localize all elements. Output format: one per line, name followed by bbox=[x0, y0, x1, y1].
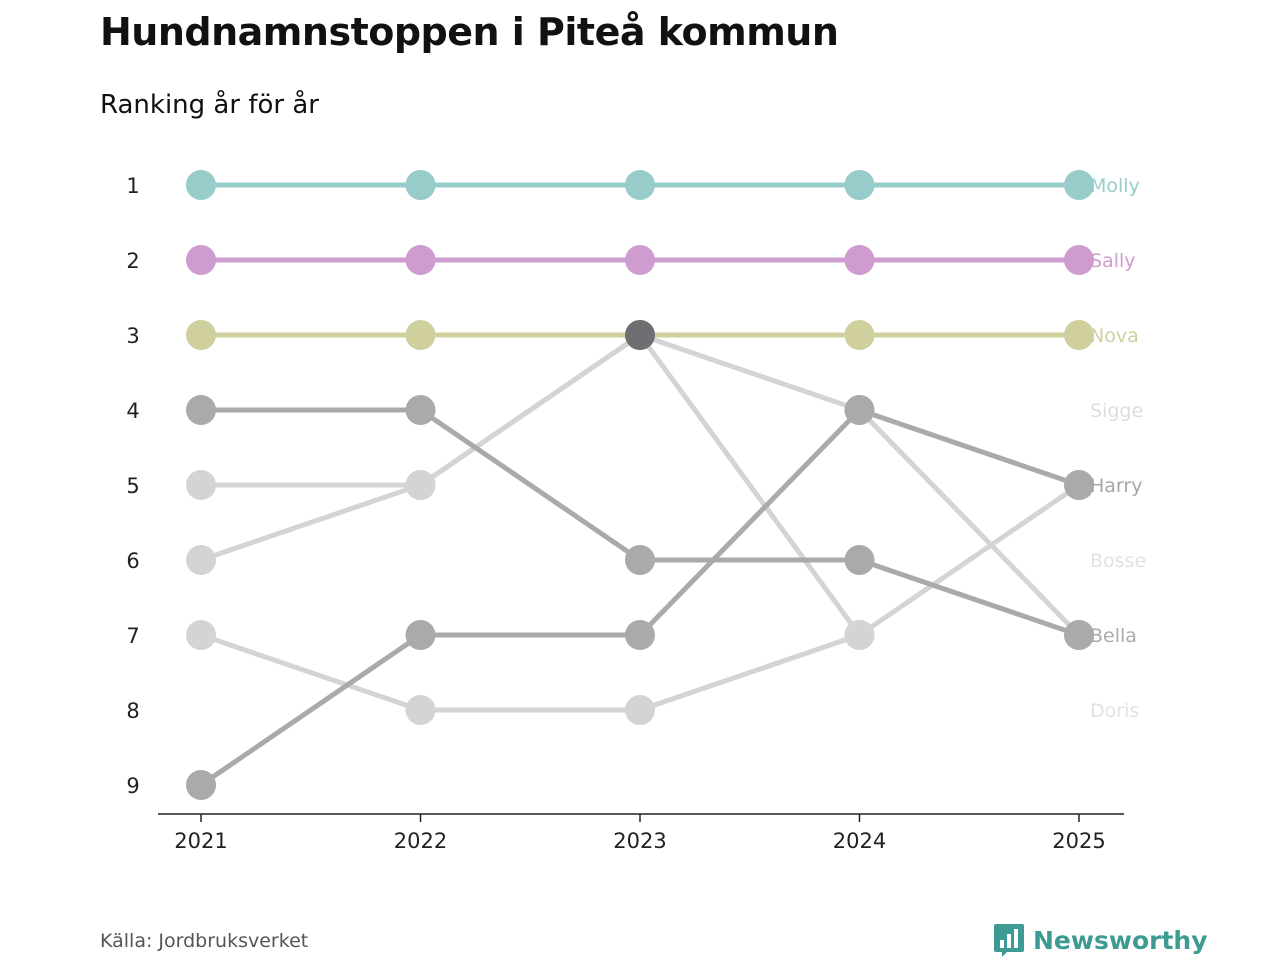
point-sally-2025[interactable] bbox=[1064, 245, 1094, 275]
point-bella-2024[interactable] bbox=[844, 395, 875, 425]
point-bosse-2022[interactable] bbox=[405, 695, 436, 725]
x-tick-label: 2025 bbox=[1052, 829, 1105, 853]
y-tick-label: 9 bbox=[126, 774, 139, 798]
x-tick-label: 2022 bbox=[394, 829, 447, 853]
end-label-bosse: Bosse bbox=[1090, 550, 1146, 572]
y-tick-label: 6 bbox=[126, 549, 139, 573]
end-label-doris: Doris bbox=[1090, 700, 1139, 722]
point-bella-2022[interactable] bbox=[405, 620, 436, 650]
x-tick-label: 2021 bbox=[174, 829, 227, 853]
point-harry-2021[interactable] bbox=[186, 395, 216, 425]
point-nova-2024[interactable] bbox=[844, 320, 875, 350]
series-line-harry bbox=[198, 407, 1082, 638]
end-label-bella: Bella bbox=[1090, 625, 1137, 647]
point-harry-2025[interactable] bbox=[1064, 620, 1094, 650]
end-label-nova: Nova bbox=[1090, 325, 1139, 347]
brand-name: Newsworthy bbox=[1033, 925, 1208, 955]
y-tick-label: 1 bbox=[126, 174, 139, 198]
point-sigge-2021[interactable] bbox=[186, 470, 216, 500]
x-tick-label: 2024 bbox=[833, 829, 886, 853]
bar-chart-speech-icon bbox=[994, 924, 1024, 957]
point-sally-2024[interactable] bbox=[844, 245, 875, 275]
y-tick-label: 8 bbox=[126, 699, 139, 723]
point-sally-2023[interactable] bbox=[625, 245, 655, 275]
point-doris-2021[interactable] bbox=[186, 545, 216, 575]
point-sally-2022[interactable] bbox=[405, 245, 436, 275]
highlight-point[interactable] bbox=[625, 320, 655, 350]
bump-chart: MollySallyNovaSiggeHarryBosseBellaDoris … bbox=[126, 170, 1146, 853]
chart-subtitle: Ranking år för år bbox=[100, 90, 319, 120]
point-molly-2025[interactable] bbox=[1064, 170, 1094, 200]
point-sally-2021[interactable] bbox=[186, 245, 216, 275]
point-nova-2022[interactable] bbox=[405, 320, 436, 350]
x-tick-label: 2023 bbox=[613, 829, 666, 853]
brand-logo[interactable]: Newsworthy bbox=[993, 922, 1208, 958]
point-nova-2021[interactable] bbox=[186, 320, 216, 350]
y-tick-label: 3 bbox=[126, 324, 139, 348]
point-molly-2024[interactable] bbox=[844, 170, 875, 200]
point-bella-2021[interactable] bbox=[186, 770, 216, 800]
point-doris-2024[interactable] bbox=[844, 620, 875, 650]
y-tick-label: 4 bbox=[126, 399, 139, 423]
end-label-sally: Sally bbox=[1090, 250, 1136, 272]
end-label-harry: Harry bbox=[1090, 475, 1142, 497]
point-molly-2022[interactable] bbox=[405, 170, 436, 200]
point-bosse-2023[interactable] bbox=[625, 695, 655, 725]
series-line-bosse bbox=[198, 632, 862, 713]
point-molly-2023[interactable] bbox=[625, 170, 655, 200]
point-molly-2021[interactable] bbox=[186, 170, 216, 200]
end-label-sigge: Sigge bbox=[1090, 400, 1143, 422]
point-bosse-2021[interactable] bbox=[186, 620, 216, 650]
series-points bbox=[186, 170, 1094, 800]
point-harry-2022[interactable] bbox=[405, 395, 436, 425]
point-harry-2024[interactable] bbox=[844, 545, 875, 575]
point-bella-2025[interactable] bbox=[1064, 470, 1094, 500]
chart-title: Hundnamnstoppen i Piteå kommun bbox=[100, 10, 839, 54]
y-axis: 1 2 3 4 5 6 7 8 9 bbox=[126, 174, 139, 798]
source-note: Källa: Jordbruksverket bbox=[100, 930, 309, 952]
series-line-bella bbox=[198, 407, 1082, 788]
y-tick-label: 7 bbox=[126, 624, 139, 648]
point-harry-2023[interactable] bbox=[625, 545, 655, 575]
point-sigge-2022[interactable] bbox=[405, 470, 436, 500]
x-axis: 2021 2022 2023 2024 2025 bbox=[158, 813, 1124, 853]
end-label-molly: Molly bbox=[1090, 175, 1140, 197]
point-bella-2023[interactable] bbox=[625, 620, 655, 650]
y-tick-label: 2 bbox=[126, 249, 139, 273]
y-tick-label: 5 bbox=[126, 474, 139, 498]
point-nova-2025[interactable] bbox=[1064, 320, 1094, 350]
end-labels: Molly Sally Nova Sigge Harry Bosse Bella Doris bbox=[1090, 175, 1146, 722]
